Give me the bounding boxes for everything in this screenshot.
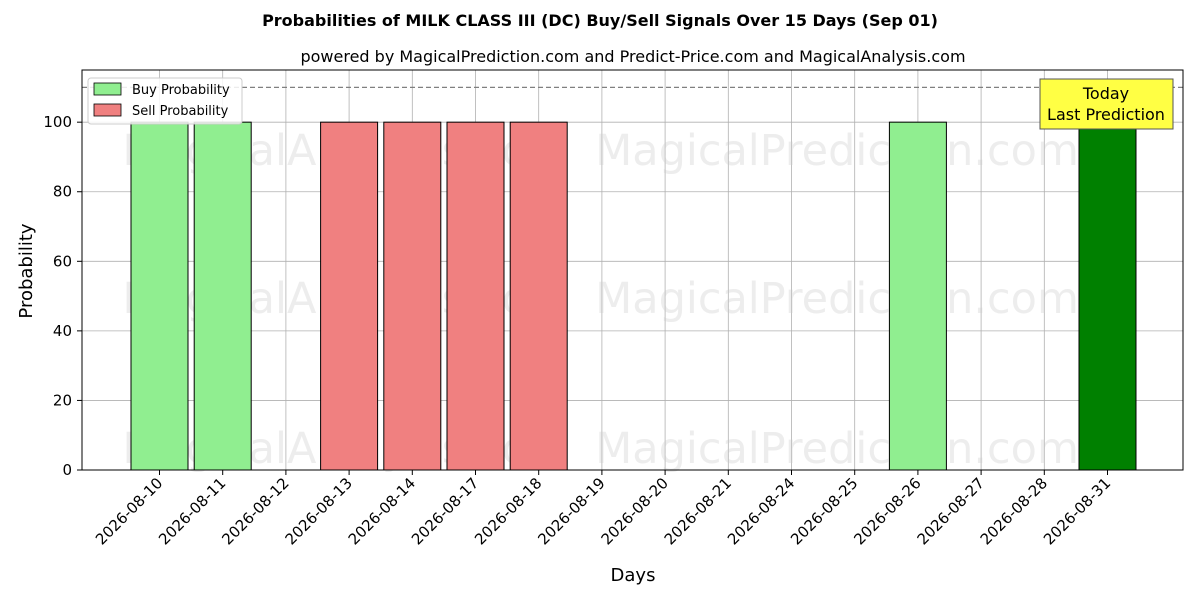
annotation-box [1039, 78, 1174, 130]
x-tick-label: 2026-08-25 [787, 474, 861, 548]
legend-box [87, 77, 243, 125]
legend-swatch-sell [93, 103, 122, 117]
buy-bar [193, 121, 252, 471]
buy-bar [888, 121, 947, 471]
watermark-text: MagicalPrediction.com [595, 424, 1079, 474]
x-tick-label: 2026-08-26 [850, 474, 924, 548]
y-tick-label: 60 [53, 252, 72, 270]
x-tick-label: 2026-08-14 [345, 474, 419, 548]
x-tick-label: 2026-08-11 [155, 474, 229, 548]
watermark-text: MagicalPrediction.com [595, 274, 1079, 324]
x-tick-label: 2026-08-20 [598, 474, 672, 548]
buy-bar [130, 121, 189, 471]
watermark-text: MagicalPrediction.com [595, 126, 1079, 176]
annotation-line-1: Today [1082, 84, 1129, 103]
x-tick-label: 2026-08-28 [977, 474, 1051, 548]
x-tick-label: 2026-08-19 [534, 474, 608, 548]
x-tick-label: 2026-08-12 [218, 474, 292, 548]
y-axis: 0 20 40 60 80 100 [43, 113, 82, 479]
sell-bar [320, 121, 379, 471]
chart-subtitle: powered by MagicalPrediction.com and Pre… [300, 47, 965, 66]
x-tick-label: 2026-08-31 [1040, 474, 1114, 548]
x-tick-label: 2026-08-17 [408, 474, 482, 548]
plot-frame [81, 69, 1184, 471]
legend: Buy Probability Sell Probability [87, 77, 243, 125]
y-tick-label: 0 [62, 461, 72, 479]
x-tick-label: 2026-08-13 [282, 474, 356, 548]
y-tick-label: 100 [43, 113, 72, 131]
x-axis-label: Days [611, 565, 656, 586]
y-tick-label: 40 [53, 322, 72, 340]
y-tick-label: 80 [53, 183, 72, 201]
x-tick-label: 2026-08-24 [724, 474, 798, 548]
y-axis-label: Probability [16, 223, 37, 318]
sell-bar [446, 121, 505, 471]
chart-title: Probabilities of MILK CLASS III (DC) Buy… [262, 11, 938, 30]
y-tick-label: 20 [53, 391, 72, 409]
today-annotation: Today Last Prediction [1039, 78, 1174, 130]
legend-swatch-buy [93, 82, 122, 96]
sell-bar [509, 121, 568, 471]
legend-label-sell: Sell Probability [132, 104, 229, 119]
legend-label-buy: Buy Probability [132, 83, 230, 98]
x-tick-label: 2026-08-27 [914, 474, 988, 548]
x-axis: 2026-08-102026-08-112026-08-122026-08-13… [92, 470, 1114, 548]
x-tick-label: 2026-08-18 [471, 474, 545, 548]
x-tick-label: 2026-08-21 [661, 474, 735, 548]
sell-bar [383, 121, 442, 471]
today-bar [1078, 121, 1137, 471]
annotation-line-2: Last Prediction [1047, 105, 1165, 124]
x-tick-label: 2026-08-10 [92, 474, 166, 548]
